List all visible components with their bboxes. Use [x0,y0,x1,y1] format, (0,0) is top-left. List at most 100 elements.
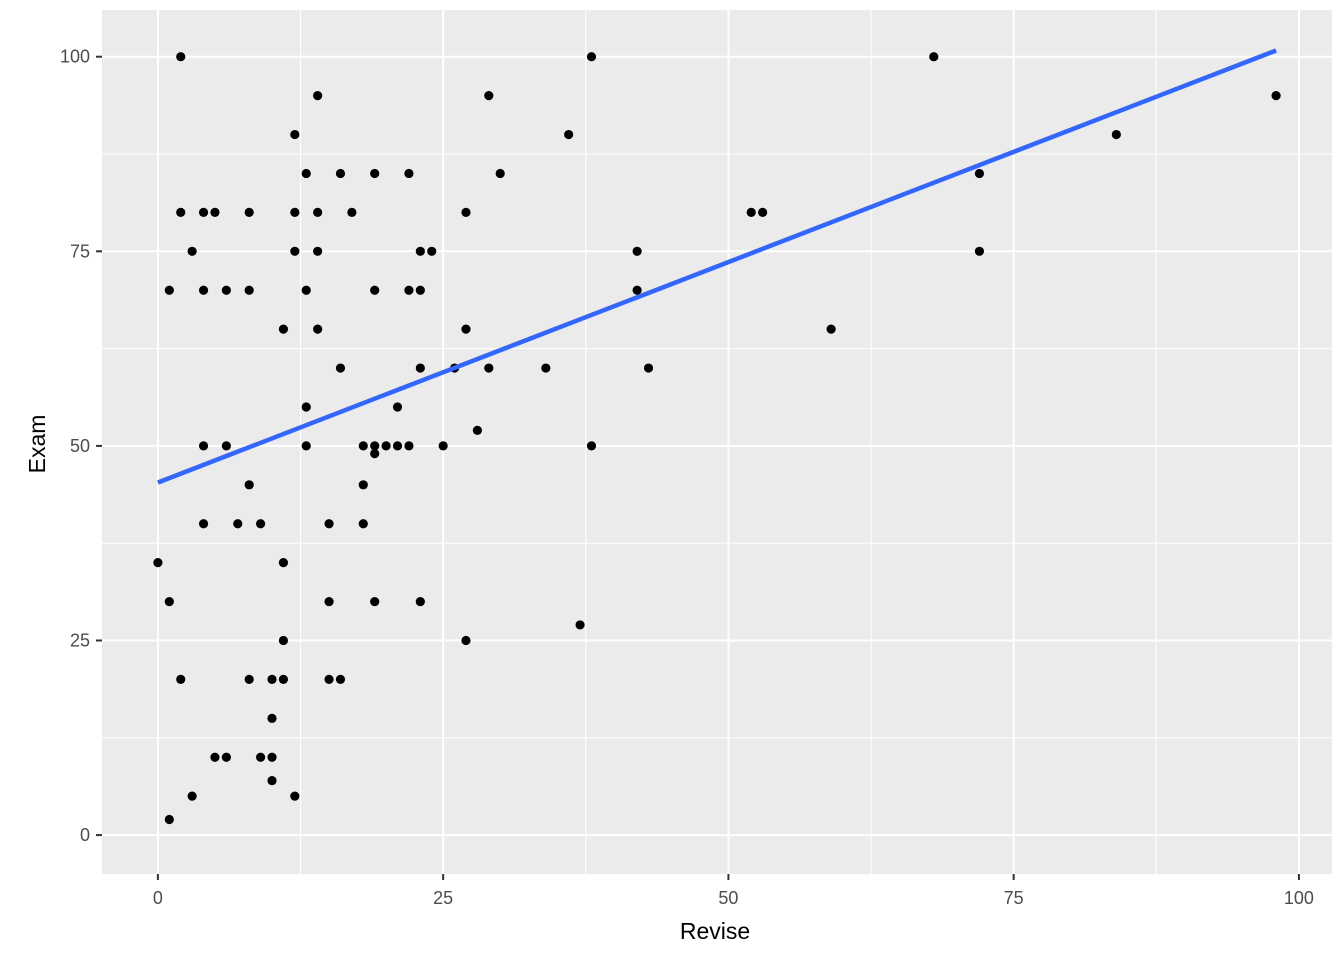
data-point [404,168,414,179]
minor-gridlines [102,10,1332,874]
data-point [461,324,471,334]
data-point [758,207,768,217]
data-point [632,246,642,256]
x-tick-label: 0 [153,888,163,908]
y-axis-ticks: 0 25 50 75 100 [60,47,102,845]
data-point [221,441,231,451]
data-point [198,207,209,217]
data-point [643,363,654,373]
data-point [313,91,323,101]
data-point [335,363,346,373]
data-point [164,814,174,825]
data-point [255,519,266,529]
data-point [358,441,368,451]
data-point [974,168,985,179]
data-point [586,441,597,451]
data-point [392,441,403,451]
data-point [415,596,425,607]
data-point [381,441,391,451]
data-point [221,752,231,762]
data-point [290,129,300,140]
data-point [290,207,300,217]
data-points [153,52,1281,825]
y-tick-label: 50 [70,436,90,456]
data-point [176,207,186,217]
data-point [347,207,357,217]
data-point [746,207,756,217]
data-point [472,425,482,435]
y-tick-label: 0 [80,825,90,845]
data-point [210,207,220,217]
data-point [244,285,254,295]
data-point [586,52,597,62]
data-point [198,285,209,295]
data-point [324,596,334,607]
data-point [278,674,289,685]
data-point [974,246,985,256]
data-point [267,752,277,762]
data-point [427,246,437,256]
x-tick-label: 50 [718,888,738,908]
data-point [301,402,311,412]
data-point [278,324,289,334]
data-point [313,246,323,256]
data-point [415,246,425,256]
data-point [1271,91,1281,101]
data-point [290,791,300,801]
data-point [415,363,425,373]
data-point [392,402,403,412]
y-tick-label: 100 [60,47,90,67]
data-point [484,363,494,373]
data-point [335,168,346,179]
data-point [370,168,380,179]
data-point [335,674,346,685]
data-point [198,519,209,529]
data-point [198,441,209,451]
data-point [564,129,574,140]
trend-line [157,48,1277,485]
data-point [244,207,254,217]
data-point [1111,129,1121,140]
data-point [267,674,277,685]
data-point [176,674,186,685]
y-axis-title: Exam [24,415,50,474]
data-point [301,168,311,179]
data-point [176,52,186,62]
data-point [255,752,266,762]
data-point [153,558,163,568]
data-point [164,285,174,295]
x-axis-ticks: 0 25 50 75 100 [153,874,1314,908]
data-point [267,775,277,786]
data-point [438,441,448,451]
data-point [244,480,254,490]
data-point [929,52,939,62]
data-point [404,285,414,295]
y-tick-label: 25 [70,630,90,650]
data-point [267,713,277,723]
data-point [370,285,380,295]
data-point [632,285,642,295]
data-point [221,285,231,295]
data-point [826,324,836,334]
data-point [164,596,174,607]
data-point [370,441,380,451]
data-point [301,285,311,295]
data-point [358,519,368,529]
data-point [415,285,425,295]
data-point [313,324,323,334]
data-point [495,168,505,179]
data-point [370,596,380,607]
data-point [575,620,585,630]
data-point [187,791,197,801]
data-point [210,752,220,762]
data-point [358,480,368,490]
x-axis-title: Revise [680,918,750,944]
plot-panel [102,10,1332,874]
data-point [313,207,323,217]
data-point [404,441,414,451]
y-tick-label: 75 [70,241,90,261]
x-tick-label: 100 [1284,888,1314,908]
data-point [541,363,551,373]
data-point [370,449,380,459]
